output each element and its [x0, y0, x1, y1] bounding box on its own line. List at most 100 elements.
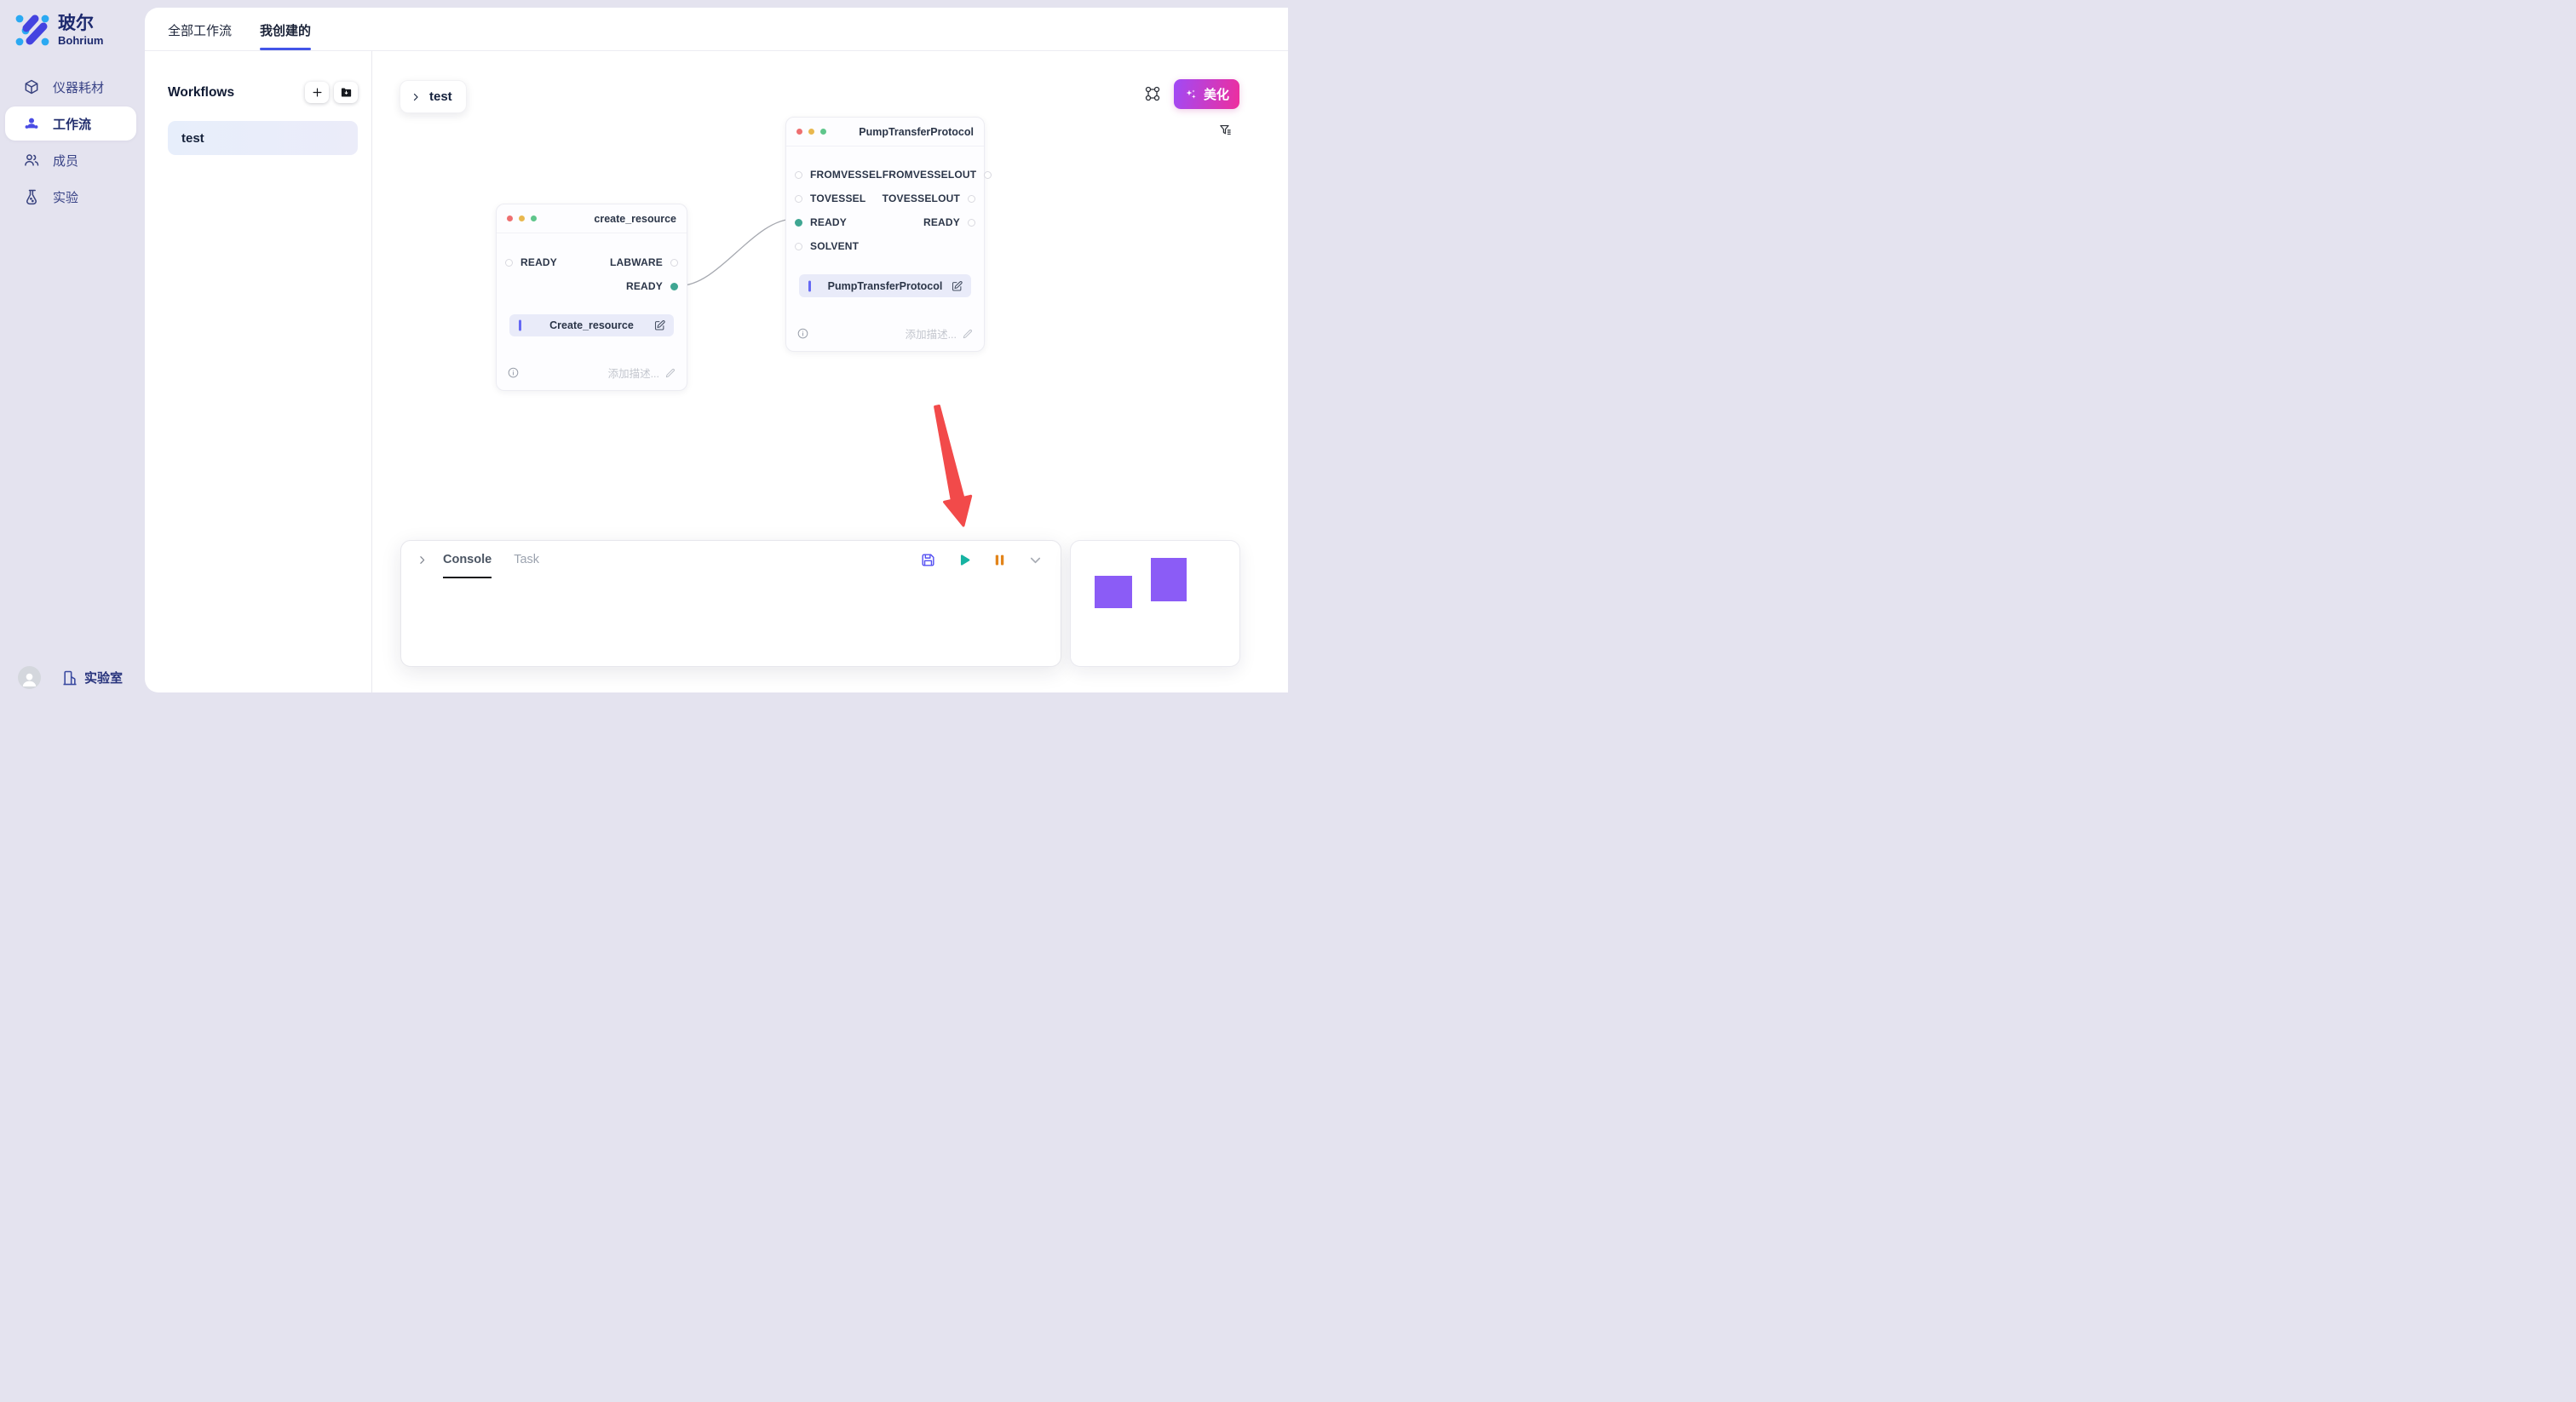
workflow-canvas[interactable]: test 美化	[372, 51, 1288, 692]
tab-label: 我创建的	[260, 24, 312, 38]
tab-console[interactable]: Console	[443, 541, 492, 578]
port-dot[interactable]	[670, 258, 678, 267]
person-icon	[22, 673, 37, 687]
pill-accent-bar	[519, 319, 521, 331]
plus-icon	[313, 88, 321, 97]
input-port-solvent[interactable]: SOLVENT	[795, 240, 859, 252]
workflows-title: Workflows	[168, 84, 235, 100]
port-dot-connected[interactable]	[795, 218, 802, 227]
chevron-right-icon	[413, 93, 418, 101]
filter-icon[interactable]	[1218, 123, 1233, 137]
workflows-actions	[305, 82, 358, 103]
pencil-icon[interactable]	[962, 328, 974, 340]
workflow-tabbar: 全部工作流 我创建的	[145, 8, 1288, 51]
output-port-tovesselout[interactable]: TOVESSELOUT	[883, 192, 975, 204]
output-port-labware[interactable]: LABWARE	[610, 256, 678, 268]
tab-label: Task	[514, 553, 540, 566]
port-dot[interactable]	[968, 194, 975, 203]
port-dot[interactable]	[795, 194, 802, 203]
tab-all-workflows[interactable]: 全部工作流	[168, 21, 232, 50]
port-dot[interactable]	[968, 218, 975, 227]
port-row: READY LABWARE	[497, 250, 687, 274]
output-port-ready[interactable]: READY	[626, 280, 678, 292]
tab-label: Console	[443, 553, 492, 566]
active-tab-underline	[260, 48, 312, 50]
breadcrumb[interactable]: test	[400, 80, 467, 113]
run-icon[interactable]	[956, 552, 972, 568]
workflow-list: test	[168, 121, 358, 155]
sidebar-item-workflow[interactable]: 工作流	[5, 106, 136, 141]
beautify-button[interactable]: 美化	[1174, 79, 1239, 109]
workspace-label[interactable]: 实验室	[84, 671, 124, 686]
console-tabs: Console Task	[443, 541, 539, 578]
workflow-list-item[interactable]: test	[168, 121, 358, 155]
input-port-ready[interactable]: READY	[505, 256, 557, 268]
node-title: create_resource	[594, 212, 676, 225]
tab-task[interactable]: Task	[514, 541, 539, 578]
port-label: READY	[810, 216, 848, 228]
import-workflow-button[interactable]	[334, 82, 358, 103]
port-label: READY	[520, 256, 558, 268]
port-dot-connected[interactable]	[670, 282, 678, 290]
node-header: create_resource	[497, 204, 687, 233]
description-placeholder[interactable]: 添加描述...	[607, 368, 659, 380]
edit-icon[interactable]	[951, 279, 963, 292]
collapse-chevron-down-icon[interactable]	[1027, 552, 1044, 568]
info-icon[interactable]	[507, 366, 520, 379]
save-icon[interactable]	[920, 552, 936, 568]
sidebar-item-label: 成员	[53, 153, 79, 169]
port-row: READY READY	[786, 210, 984, 234]
bohrium-logo-icon	[15, 14, 49, 46]
logo[interactable]: 玻尔 Bohrium	[0, 0, 141, 48]
port-label: TOVESSELOUT	[882, 192, 960, 204]
node-create-resource[interactable]: create_resource READY LABWARE	[496, 204, 687, 391]
port-dot[interactable]	[505, 258, 513, 267]
port-label: LABWARE	[609, 256, 663, 268]
edit-icon[interactable]	[653, 319, 666, 332]
yellow-dot-icon	[808, 129, 814, 135]
node-footer: 添加描述...	[507, 365, 676, 381]
port-dot[interactable]	[984, 170, 992, 179]
logo-name: 玻尔	[58, 14, 94, 33]
pill-accent-bar	[808, 280, 811, 291]
node-header: PumpTransferProtocol	[786, 118, 984, 147]
workflows-sidebar: Workflows	[145, 51, 372, 692]
tab-my-created[interactable]: 我创建的	[260, 21, 312, 50]
input-port-ready[interactable]: READY	[795, 216, 847, 228]
tab-label: 全部工作流	[168, 24, 233, 38]
expand-chevron-icon[interactable]	[417, 554, 428, 566]
input-port-tovessel[interactable]: TOVESSEL	[795, 192, 865, 204]
main-area: 全部工作流 我创建的 Workflows	[141, 0, 1288, 701]
node-action-pill[interactable]: PumpTransferProtocol	[799, 274, 971, 297]
node-pump-transfer-protocol[interactable]: PumpTransferProtocol FROMVESSEL FROMVESS…	[785, 117, 992, 352]
input-port-fromvessel[interactable]: FROMVESSEL	[795, 169, 883, 181]
red-dot-icon	[796, 129, 802, 135]
sidebar-item-label: 实验	[53, 190, 79, 205]
pencil-icon[interactable]	[664, 367, 676, 379]
port-dot[interactable]	[795, 170, 802, 179]
beautify-label: 美化	[1203, 88, 1229, 102]
port-dot[interactable]	[795, 242, 802, 250]
logo-text: 玻尔 Bohrium	[58, 12, 103, 47]
sparkles-icon	[1186, 89, 1196, 99]
info-icon[interactable]	[796, 327, 809, 340]
sidebar-item-members[interactable]: 成员	[5, 143, 136, 177]
console-panel: Console Task	[400, 540, 1061, 667]
pill-label: PumpTransferProtocol	[827, 279, 943, 292]
node-action-pill[interactable]: Create_resource	[509, 314, 674, 336]
port-rows: FROMVESSEL FROMVESSELOUT TOVESSEL	[786, 163, 992, 258]
command-grid-icon[interactable]	[1144, 85, 1161, 102]
port-row: SOLVENT	[786, 234, 984, 258]
output-port-fromvesselout[interactable]: FROMVESSELOUT	[883, 169, 992, 181]
output-port-ready[interactable]: READY	[923, 216, 975, 228]
sidebar-item-instruments[interactable]: 仪器耗材	[5, 70, 136, 104]
workflows-header: Workflows	[168, 82, 358, 103]
add-workflow-button[interactable]	[305, 82, 329, 103]
minimap[interactable]	[1070, 540, 1240, 667]
description-placeholder[interactable]: 添加描述...	[905, 329, 957, 341]
avatar[interactable]	[18, 666, 41, 689]
pause-icon[interactable]	[992, 552, 1008, 568]
sidebar-item-experiments[interactable]: 实验	[5, 180, 136, 214]
port-rows: READY LABWARE	[497, 250, 687, 298]
port-label: FROMVESSEL	[810, 169, 883, 181]
